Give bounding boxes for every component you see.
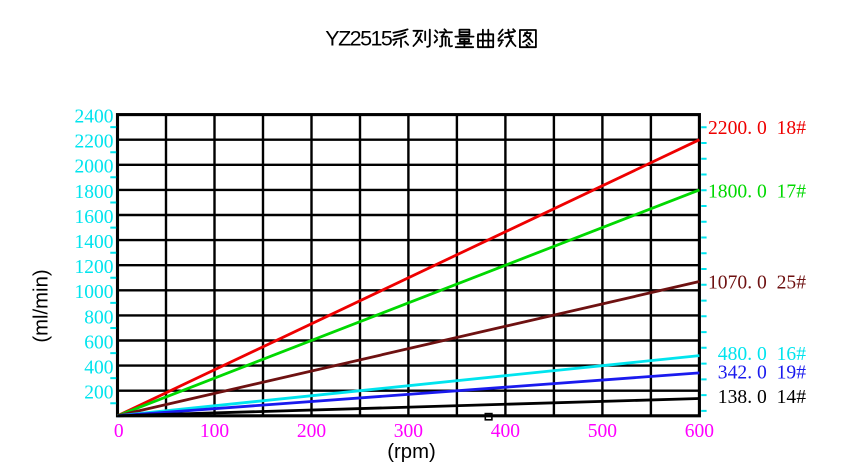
svg-text:2400: 2400 xyxy=(75,107,114,128)
svg-text:2200.0: 2200.0 xyxy=(708,118,767,139)
svg-text:138.0: 138.0 xyxy=(718,387,767,408)
svg-text:300: 300 xyxy=(394,421,423,442)
svg-text:1000: 1000 xyxy=(75,282,114,303)
svg-text:1800.0: 1800.0 xyxy=(708,181,767,202)
svg-text:19#: 19# xyxy=(777,363,807,384)
svg-text:18#: 18# xyxy=(777,118,807,139)
svg-text:600: 600 xyxy=(685,421,714,442)
svg-text:0: 0 xyxy=(114,421,124,442)
svg-text:25#: 25# xyxy=(777,272,807,293)
svg-text:YZ2515: YZ2515 xyxy=(325,26,393,50)
svg-text:400: 400 xyxy=(491,421,520,442)
svg-text:1800: 1800 xyxy=(75,182,114,203)
svg-text:2200: 2200 xyxy=(75,132,114,153)
svg-text:600: 600 xyxy=(84,332,113,353)
svg-text:200: 200 xyxy=(84,383,113,404)
svg-text:500: 500 xyxy=(588,421,617,442)
svg-text:16#: 16# xyxy=(777,344,807,365)
svg-text:14#: 14# xyxy=(777,387,807,408)
svg-text:(rpm): (rpm) xyxy=(387,441,435,463)
svg-text:17#: 17# xyxy=(777,181,807,202)
svg-text:100: 100 xyxy=(200,421,229,442)
svg-text:1070.0: 1070.0 xyxy=(708,272,767,293)
svg-text:(ml/min): (ml/min) xyxy=(31,269,53,342)
svg-text:400: 400 xyxy=(84,358,113,379)
svg-text:1400: 1400 xyxy=(75,232,114,253)
svg-text:1600: 1600 xyxy=(75,207,114,228)
svg-text:800: 800 xyxy=(84,307,113,328)
svg-text:200: 200 xyxy=(297,421,326,442)
svg-text:2000: 2000 xyxy=(75,157,114,178)
svg-text:1200: 1200 xyxy=(75,257,114,278)
svg-text:342.0: 342.0 xyxy=(718,363,767,384)
